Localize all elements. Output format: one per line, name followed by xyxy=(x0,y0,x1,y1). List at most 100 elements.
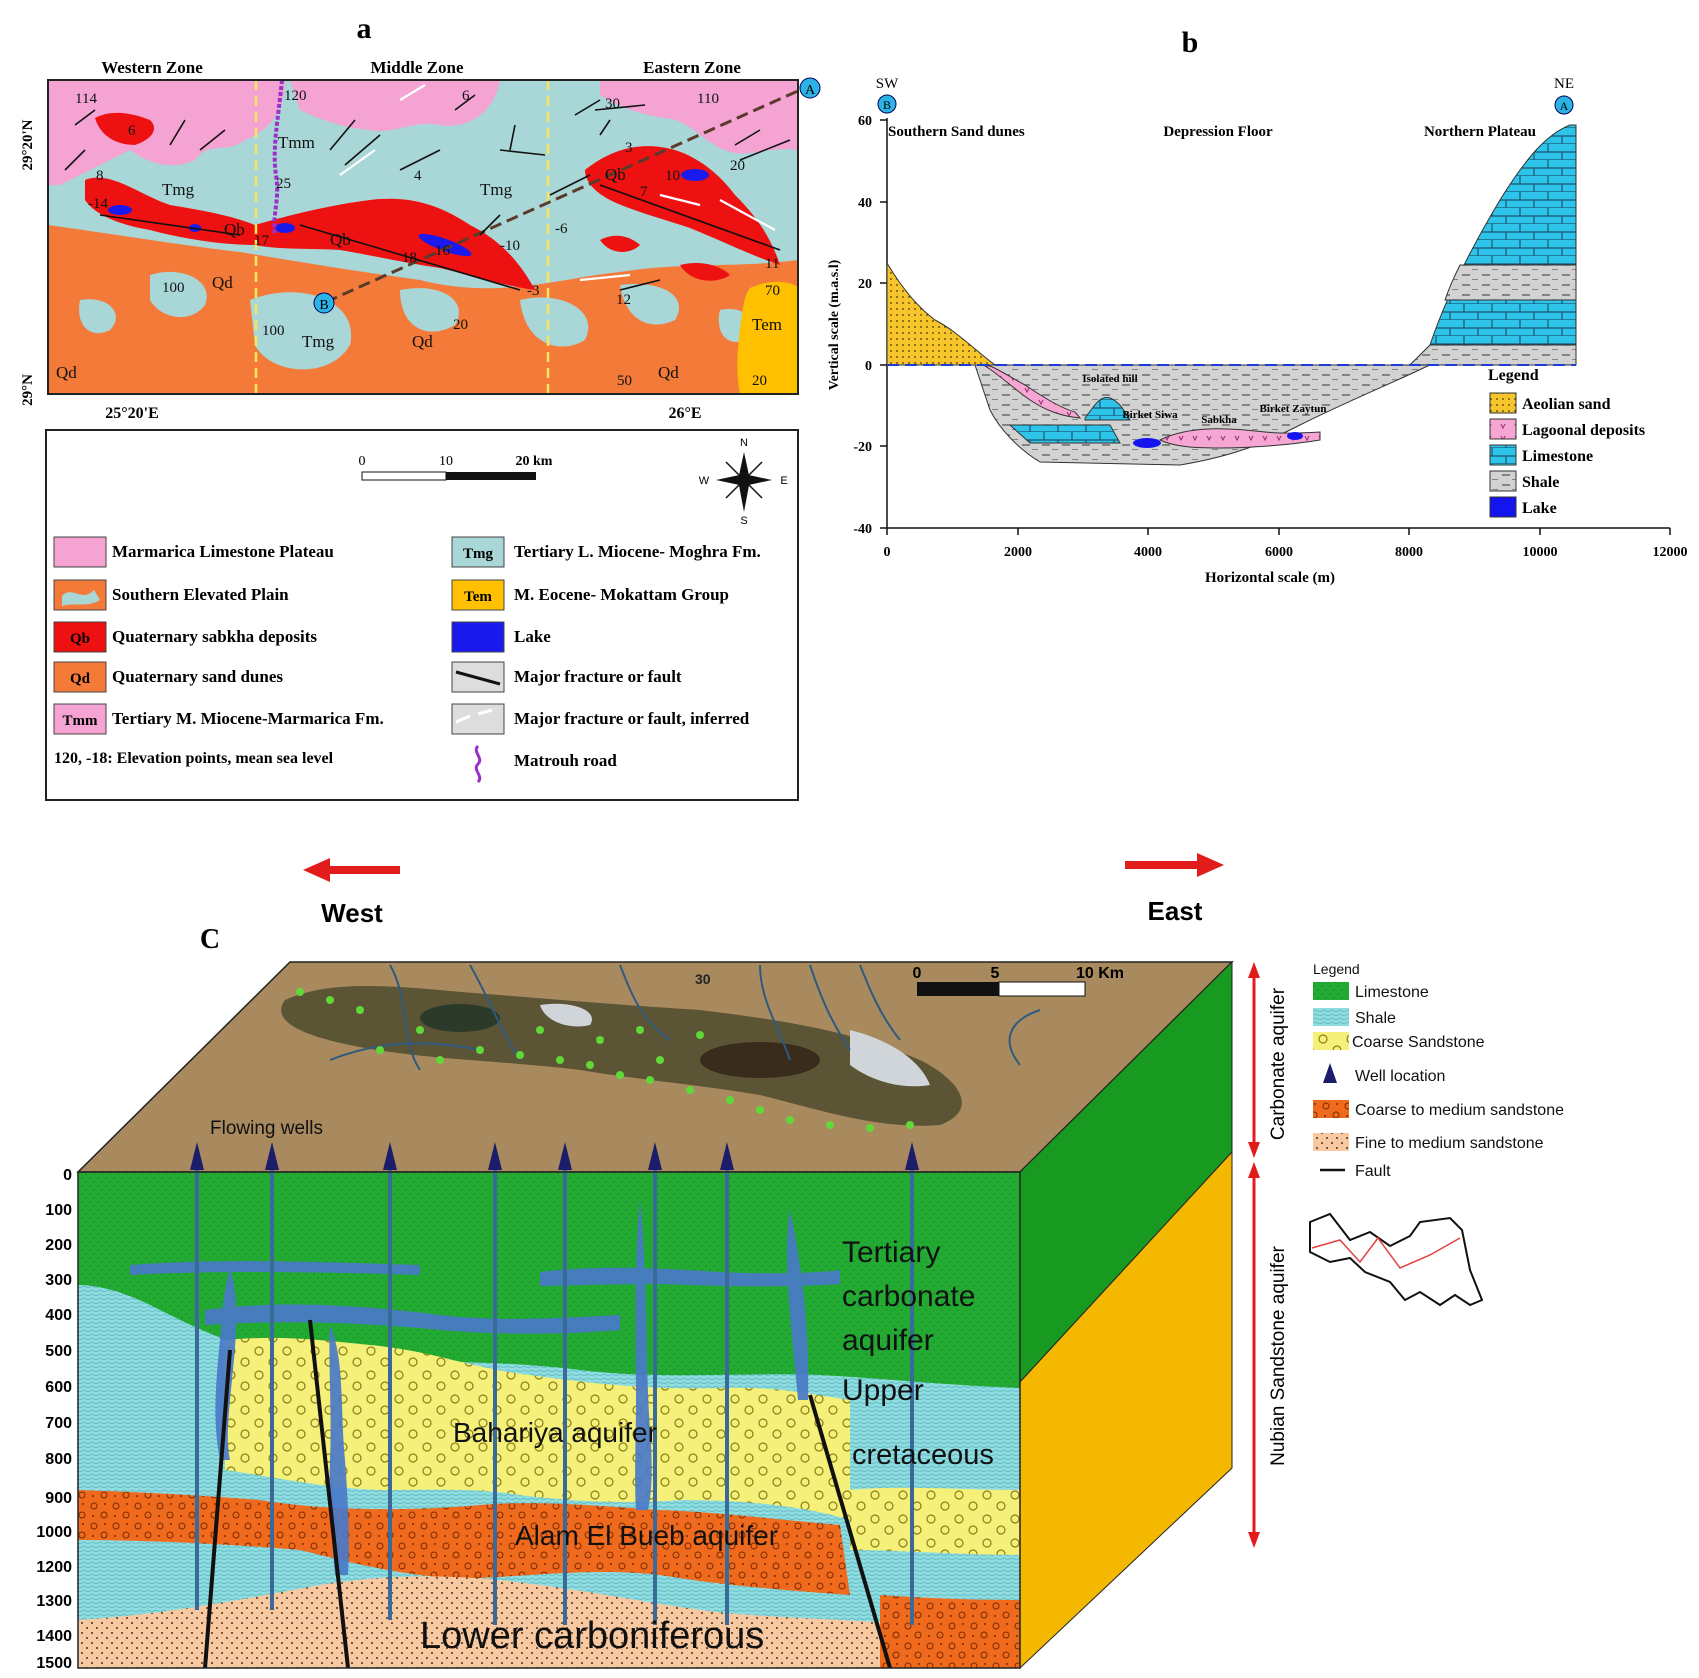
svg-text:20: 20 xyxy=(752,373,767,389)
svg-text:Tertiary L. Miocene- Moghra Fm: Tertiary L. Miocene- Moghra Fm. xyxy=(514,542,761,561)
svg-text:Alam El Bueb aquifer: Alam El Bueb aquifer xyxy=(515,1520,778,1551)
top-contours: 30 xyxy=(329,964,1041,1071)
svg-text:A: A xyxy=(805,83,816,98)
point-b-marker-b: B xyxy=(877,94,897,114)
svg-text:Major fracture or fault: Major fracture or fault xyxy=(514,667,682,686)
svg-text:Tmm: Tmm xyxy=(63,713,99,729)
cross-section-features: Isolated hill Birket Siwa Sabkha Birket … xyxy=(1082,373,1326,426)
c-legend: Legend Limestone Shale Coarse Sandstone … xyxy=(1313,961,1564,1180)
svg-text:-6: -6 xyxy=(555,221,568,237)
svg-text:N: N xyxy=(740,437,748,449)
cross-section-legend: Legend Aeolian sand Lagoonal deposits Li… xyxy=(1488,367,1645,518)
svg-text:cretaceous: cretaceous xyxy=(852,1439,994,1471)
svg-text:-40: -40 xyxy=(853,522,872,537)
svg-text:18: 18 xyxy=(402,250,417,266)
lower-carboniferous-fine-sandstone xyxy=(78,1576,880,1668)
legend-right-column: Tmg Tertiary L. Miocene- Moghra Fm. Tem … xyxy=(451,536,761,784)
svg-text:Carbonate aquifer: Carbonate aquifer xyxy=(1268,987,1289,1140)
svg-text:400: 400 xyxy=(45,1307,72,1324)
west-arrow: West xyxy=(303,858,400,928)
svg-text:Lower carboniferous: Lower carboniferous xyxy=(420,1615,764,1657)
lon-label-left: 25°20'E xyxy=(105,405,159,422)
point-b-marker: B xyxy=(313,292,335,314)
bahariya-coarse-sandstone xyxy=(225,1337,850,1520)
svg-text:B: B xyxy=(883,98,891,112)
svg-text:Legend: Legend xyxy=(1313,961,1360,977)
svg-text:0: 0 xyxy=(884,545,891,560)
svg-text:12000: 12000 xyxy=(1653,545,1688,560)
location-outline xyxy=(1309,1212,1484,1307)
compass-rose: N S E W xyxy=(699,437,788,527)
panel-b-label: b xyxy=(1182,26,1199,59)
svg-text:Tem: Tem xyxy=(464,589,492,605)
lake-birket-zaytun xyxy=(1287,432,1303,440)
lakes xyxy=(108,169,709,257)
svg-text:30: 30 xyxy=(605,96,620,112)
sabkha-small-2 xyxy=(600,235,640,252)
sabkha-west xyxy=(85,177,255,245)
map-legend: 0 10 20 km N S E W Marmarica Limestone P… xyxy=(45,429,799,801)
svg-text:carbonate: carbonate xyxy=(842,1280,975,1313)
svg-text:10: 10 xyxy=(665,168,680,184)
label-qd-4: Qd xyxy=(658,363,679,382)
svg-text:Sabkha: Sabkha xyxy=(1201,414,1237,426)
svg-text:Well location: Well location xyxy=(1355,1068,1445,1085)
map-frame xyxy=(47,79,799,395)
svg-text:S: S xyxy=(740,515,747,527)
svg-text:Qd: Qd xyxy=(70,671,91,687)
svg-text:20: 20 xyxy=(858,277,872,292)
svg-text:Lake: Lake xyxy=(514,627,551,646)
c-scale-bar: 0 5 10 Km xyxy=(913,965,1124,997)
b-xlabel: Horizontal scale (m) xyxy=(1205,570,1335,586)
svg-text:100: 100 xyxy=(45,1202,72,1219)
svg-text:4000: 4000 xyxy=(1134,545,1162,560)
svg-text:20 km: 20 km xyxy=(516,454,553,469)
svg-text:Fault: Fault xyxy=(1355,1163,1391,1180)
svg-text:100: 100 xyxy=(262,323,285,339)
svg-text:Shale: Shale xyxy=(1522,474,1559,491)
svg-text:W: W xyxy=(699,475,710,487)
lat-label-top: 29°20'N xyxy=(20,119,36,170)
legend-left-column: Marmarica Limestone Plateau Southern Ele… xyxy=(53,536,384,767)
svg-text:Birket Siwa: Birket Siwa xyxy=(1122,409,1178,421)
svg-text:1400: 1400 xyxy=(36,1628,72,1645)
svg-text:Southern Sand dunes: Southern Sand dunes xyxy=(888,124,1025,140)
svg-text:2000: 2000 xyxy=(1004,545,1032,560)
svg-text:0: 0 xyxy=(359,454,366,469)
svg-text:20: 20 xyxy=(730,158,745,174)
cross-section-axes: 60 40 20 0 -20 -40 0 2000 4000 6000 8000… xyxy=(827,114,1688,586)
sabkha-small-1 xyxy=(95,112,155,145)
svg-text:-14: -14 xyxy=(88,196,108,212)
inferred-faults xyxy=(339,84,776,282)
svg-text:Fine to medium sandstone: Fine to medium sandstone xyxy=(1355,1135,1544,1152)
label-tem: Tem xyxy=(752,315,782,334)
svg-text:aquifer: aquifer xyxy=(842,1324,934,1357)
svg-text:500: 500 xyxy=(45,1343,72,1360)
label-tmm: Tmm xyxy=(278,133,315,152)
svg-text:Coarse Sandstone: Coarse Sandstone xyxy=(1352,1034,1485,1051)
lon-label-right: 26°E xyxy=(668,405,701,422)
svg-text:-3: -3 xyxy=(527,283,540,299)
svg-text:800: 800 xyxy=(45,1451,72,1468)
zone-eastern: Eastern Zone xyxy=(643,58,741,77)
panel-c: West East C 30 xyxy=(36,853,1564,1672)
svg-text:11: 11 xyxy=(765,256,779,272)
groundwater-bodies xyxy=(130,1200,840,1575)
svg-text:10: 10 xyxy=(439,454,453,469)
aquifer-brackets: Carbonate aquifer Nubian Sandstone aquif… xyxy=(1248,962,1289,1548)
well-markers xyxy=(190,1142,919,1170)
label-tmg-1: Tmg xyxy=(162,180,195,199)
well-dots xyxy=(296,988,914,1132)
panel-a-label: a xyxy=(357,12,372,45)
svg-text:West: West xyxy=(321,898,383,928)
svg-text:0: 0 xyxy=(865,359,872,374)
upper-cretaceous-sand-east xyxy=(850,1487,1020,1555)
zone-middle: Middle Zone xyxy=(370,58,463,77)
svg-text:East: East xyxy=(1148,896,1203,926)
svg-text:4: 4 xyxy=(414,168,422,184)
lagoonal-unit-2 xyxy=(1158,428,1321,449)
svg-text:25: 25 xyxy=(276,176,291,192)
svg-text:5: 5 xyxy=(991,965,1000,982)
svg-text:70: 70 xyxy=(765,283,780,299)
svg-text:60: 60 xyxy=(858,114,872,129)
